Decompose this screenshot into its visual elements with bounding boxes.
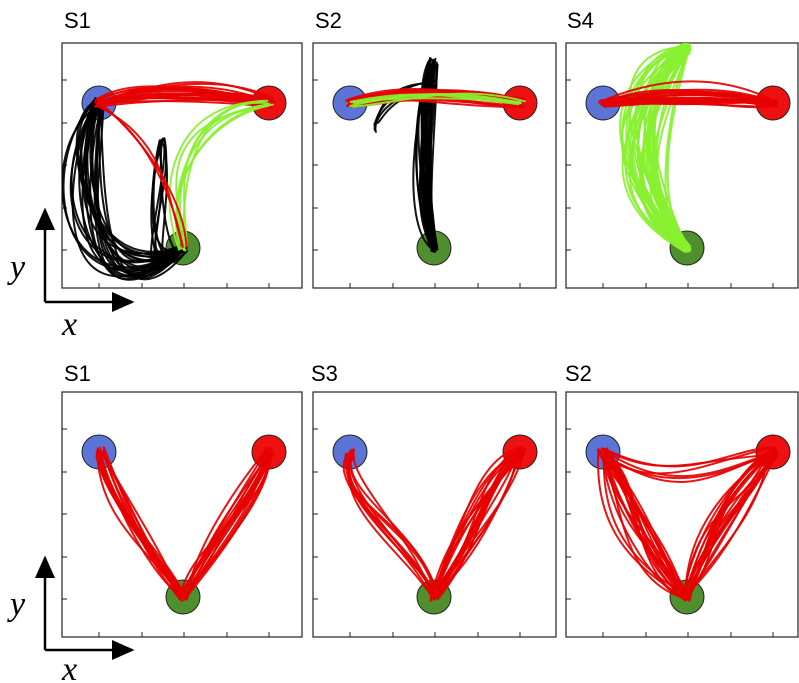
- trajectories: [345, 57, 526, 253]
- trajectory: [602, 88, 770, 105]
- panel-label: S4: [567, 8, 594, 33]
- trajectory: [684, 450, 774, 596]
- trajectory: [96, 447, 186, 595]
- trajectory: [96, 105, 187, 273]
- trajectory: [417, 66, 437, 253]
- axis-label: x: [61, 651, 77, 683]
- trajectory: [629, 43, 688, 251]
- trajectory: [349, 455, 438, 595]
- panel-label: S1: [64, 361, 91, 386]
- trajectories: [342, 446, 526, 602]
- trajectory: [168, 100, 266, 251]
- panel: [312, 42, 557, 289]
- trajectory: [602, 450, 685, 595]
- trajectory: [97, 453, 187, 596]
- trajectory: [597, 448, 685, 598]
- trajectory: [604, 80, 772, 101]
- trajectory: [433, 451, 526, 597]
- trajectory: [178, 448, 269, 598]
- panel-label: S3: [311, 361, 338, 386]
- axis-label: x: [61, 306, 77, 343]
- trajectory: [100, 96, 271, 105]
- trajectory: [79, 102, 183, 256]
- trajectory: [598, 451, 686, 600]
- trajectory: [184, 446, 266, 599]
- trajectory: [603, 452, 773, 483]
- trajectories: [62, 81, 275, 281]
- panel: [61, 391, 303, 638]
- trajectory: [153, 146, 184, 268]
- panel-label: S2: [315, 8, 342, 33]
- trajectory: [350, 93, 520, 106]
- panel: [565, 42, 799, 289]
- axis-label: y: [7, 586, 26, 623]
- trajectory: [653, 46, 687, 248]
- trajectories: [598, 43, 779, 253]
- trajectory: [600, 100, 774, 106]
- trajectory: [178, 99, 269, 250]
- trajectory: [683, 455, 777, 598]
- trajectory: [688, 447, 777, 598]
- trajectory: [649, 52, 692, 250]
- trajectory: [687, 451, 774, 602]
- axis-indicator: y x: [7, 555, 135, 683]
- trajectory: [625, 47, 686, 249]
- trajectory: [349, 97, 522, 104]
- axis-label: y: [7, 249, 26, 286]
- panel: [61, 42, 303, 289]
- trajectory: [101, 103, 188, 248]
- trajectory: [433, 449, 526, 595]
- trajectory: [430, 448, 522, 600]
- trajectory: [600, 454, 692, 601]
- trajectory: [602, 448, 771, 467]
- trajectory: [100, 454, 182, 600]
- trajectory: [62, 97, 182, 271]
- panel-label: S1: [64, 8, 91, 33]
- panel: [312, 391, 557, 638]
- trajectory: [641, 45, 692, 251]
- trajectory: [175, 102, 271, 250]
- trajectory: [352, 448, 433, 599]
- panel-label: S2: [565, 361, 592, 386]
- trajectory: [150, 138, 181, 268]
- trajectories: [95, 446, 275, 602]
- trajectories: [597, 446, 779, 602]
- trajectory: [598, 446, 774, 475]
- axis-indicator: y x: [7, 207, 135, 343]
- trajectory: [95, 455, 183, 598]
- panel: [565, 391, 799, 638]
- trajectory: [666, 51, 689, 247]
